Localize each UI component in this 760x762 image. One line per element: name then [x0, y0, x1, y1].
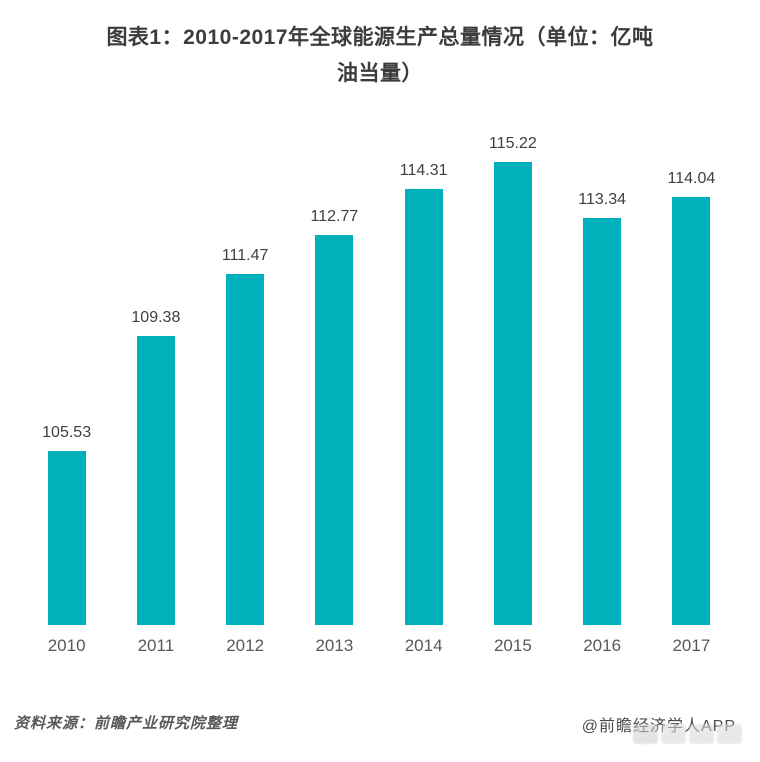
bar-value-label: 105.53 — [42, 424, 92, 441]
bar-2010 — [47, 451, 86, 625]
bar-column-2013: 112.77 — [290, 208, 379, 625]
data-source-note: 资料来源：前瞻产业研究院整理 — [14, 715, 239, 732]
x-tick-2014: 2014 — [404, 636, 443, 655]
chart-title-line1: 图表1：2010-2017年全球能源生产总量情况（单位：亿吨 — [106, 26, 654, 49]
x-tick-2010: 2010 — [47, 636, 86, 655]
bar-value-label: 109.38 — [131, 309, 181, 326]
bar-value-label: 113.34 — [578, 191, 626, 208]
bar-column-2016: 113.34 — [558, 191, 647, 625]
bars-row: 105.53 109.38 111.47 112.77 114.31 115.2… — [22, 124, 736, 625]
bar-value-label: 114.31 — [399, 162, 448, 179]
bar-column-2015: 115.22 — [468, 135, 557, 625]
plot-area: 105.53 109.38 111.47 112.77 114.31 115.2… — [22, 124, 736, 656]
x-axis: 2010 2011 2012 2013 2014 2015 2016 2017 — [22, 636, 736, 656]
bar-2013 — [315, 235, 354, 625]
bar-2011 — [136, 336, 175, 625]
bar-2016 — [583, 218, 622, 625]
bar-column-2011: 109.38 — [111, 309, 200, 625]
bar-2017 — [672, 197, 711, 625]
x-tick-2012: 2012 — [226, 636, 265, 655]
x-tick-2016: 2016 — [583, 636, 622, 655]
chart-title-line2: 油当量） — [337, 62, 423, 85]
x-tick-2013: 2013 — [315, 636, 354, 655]
bar-2015 — [493, 162, 532, 625]
footer: 资料来源：前瞻产业研究院整理 @前瞻经济学人APP — [0, 712, 760, 744]
bar-2012 — [226, 274, 265, 625]
bar-column-2017: 114.04 — [647, 170, 736, 625]
credit-text: @前瞻经济学人APP — [581, 718, 736, 735]
credit-note: @前瞻经济学人APP — [581, 712, 742, 744]
bar-value-label: 111.47 — [221, 247, 269, 264]
bar-value-label: 114.04 — [667, 170, 716, 187]
bar-column-2012: 111.47 — [201, 247, 290, 625]
chart-page: { "header": { "title_line1": "图表1：2010-2… — [0, 20, 760, 762]
x-tick-2015: 2015 — [493, 636, 532, 655]
bar-column-2014: 114.31 — [379, 162, 468, 625]
bar-value-label: 112.77 — [310, 208, 359, 225]
x-tick-2017: 2017 — [672, 636, 711, 655]
bar-2014 — [404, 189, 443, 625]
bar-column-2010: 105.53 — [22, 424, 111, 625]
x-tick-2011: 2011 — [137, 636, 175, 655]
chart-title: 图表1：2010-2017年全球能源生产总量情况（单位：亿吨 油当量） — [0, 20, 760, 92]
bar-value-label: 115.22 — [489, 135, 537, 152]
